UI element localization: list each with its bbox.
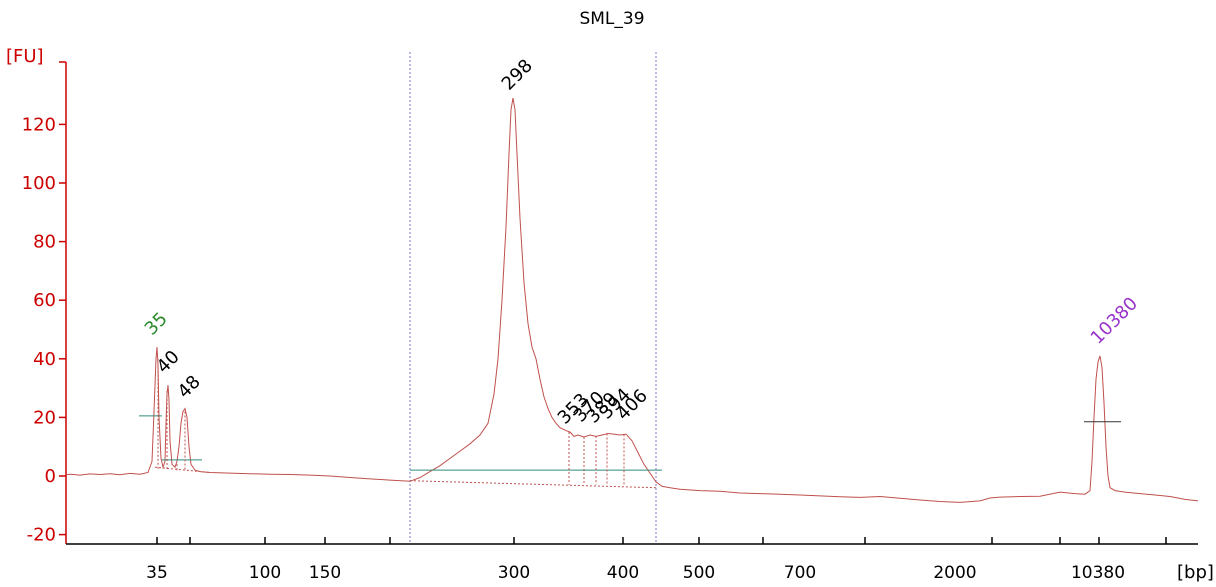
y-tick-label: 60 [33,290,56,311]
x-tick-label: 35 [146,563,168,583]
region-baseline-dotted [409,480,657,489]
x-tick-label: 500 [683,563,715,583]
x-tick-label: 700 [784,563,816,583]
electropherogram-trace [65,97,1199,503]
chart-title: SML_39 [579,9,644,29]
trace-layer [65,97,1199,503]
x-tick-label: 10380 [1071,563,1125,583]
x-tick-label: 300 [498,563,530,583]
peak-label: 10380 [1087,293,1142,348]
x-tick-label: 2000 [933,563,976,583]
peak-label: 35 [141,308,172,339]
y-tick-label: 120 [22,114,56,135]
y-tick-label: -20 [27,525,56,546]
region-baseline-dotted [154,466,211,473]
y-tick-label: 20 [33,407,56,428]
y-tick-label: 40 [33,349,56,370]
grid-lines [409,52,657,544]
x-tick-label: 400 [607,563,639,583]
y-tick-label: 100 [22,173,56,194]
x-axis-label: [bp] [1177,562,1214,583]
peak-label: 48 [174,371,205,402]
x-tick-label: 100 [249,563,281,583]
y-axis-label: [FU] [6,46,44,67]
x-axis: 35 100 150 300 400 500 700 2000 10380 [66,537,1198,583]
x-tick-label: 150 [309,563,341,583]
y-tick-label: 0 [45,466,56,487]
y-axis: -20 0 20 40 60 80 100 120 [22,61,67,546]
y-tick-label: 80 [33,232,56,253]
peak-label: 298 [498,55,537,94]
